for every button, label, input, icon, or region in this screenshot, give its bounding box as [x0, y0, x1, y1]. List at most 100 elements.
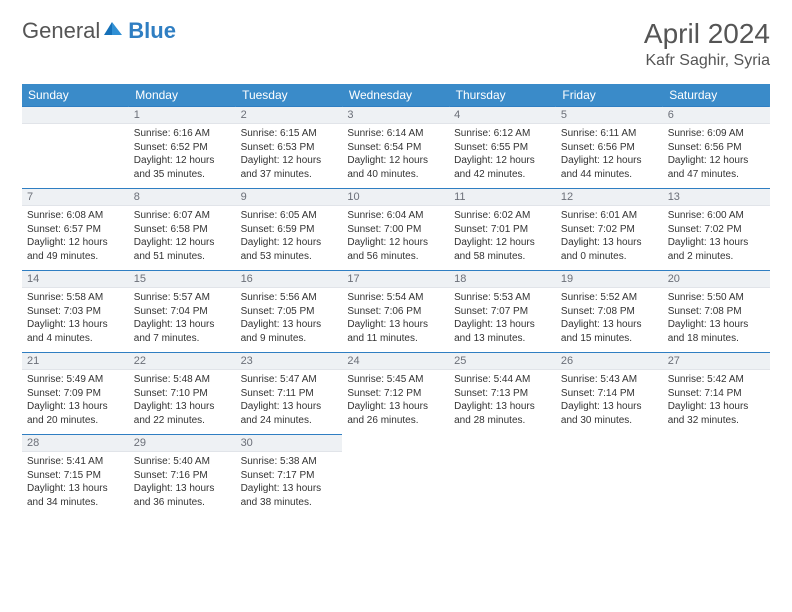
col-tuesday: Tuesday	[236, 84, 343, 107]
day-details: Sunrise: 5:58 AMSunset: 7:03 PMDaylight:…	[22, 288, 129, 350]
sunrise-text: Sunrise: 5:58 AM	[27, 291, 124, 305]
day-details: Sunrise: 5:47 AMSunset: 7:11 PMDaylight:…	[236, 370, 343, 432]
calendar-day-cell: 28Sunrise: 5:41 AMSunset: 7:15 PMDayligh…	[22, 435, 129, 517]
day-number: 28	[22, 435, 129, 452]
sunrise-text: Sunrise: 6:14 AM	[347, 127, 444, 141]
calendar-week-row: 14Sunrise: 5:58 AMSunset: 7:03 PMDayligh…	[22, 271, 770, 353]
calendar-day-cell: 6Sunrise: 6:09 AMSunset: 6:56 PMDaylight…	[663, 107, 770, 189]
day-details: Sunrise: 5:56 AMSunset: 7:05 PMDaylight:…	[236, 288, 343, 350]
col-saturday: Saturday	[663, 84, 770, 107]
sunset-text: Sunset: 7:13 PM	[454, 387, 551, 401]
day-details: Sunrise: 5:43 AMSunset: 7:14 PMDaylight:…	[556, 370, 663, 432]
calendar-day-cell: 10Sunrise: 6:04 AMSunset: 7:00 PMDayligh…	[342, 189, 449, 271]
daylight-text: Daylight: 12 hours and 49 minutes.	[27, 236, 124, 263]
daylight-text: Daylight: 13 hours and 38 minutes.	[241, 482, 338, 509]
day-details: Sunrise: 5:53 AMSunset: 7:07 PMDaylight:…	[449, 288, 556, 350]
sunrise-text: Sunrise: 6:15 AM	[241, 127, 338, 141]
calendar-day-cell	[663, 435, 770, 517]
sunset-text: Sunset: 7:16 PM	[134, 469, 231, 483]
calendar-day-cell: 14Sunrise: 5:58 AMSunset: 7:03 PMDayligh…	[22, 271, 129, 353]
day-details: Sunrise: 6:09 AMSunset: 6:56 PMDaylight:…	[663, 124, 770, 186]
day-details: Sunrise: 6:16 AMSunset: 6:52 PMDaylight:…	[129, 124, 236, 186]
day-details: Sunrise: 5:42 AMSunset: 7:14 PMDaylight:…	[663, 370, 770, 432]
day-details: Sunrise: 5:49 AMSunset: 7:09 PMDaylight:…	[22, 370, 129, 432]
sunset-text: Sunset: 7:02 PM	[668, 223, 765, 237]
day-number: 21	[22, 353, 129, 370]
daylight-text: Daylight: 12 hours and 58 minutes.	[454, 236, 551, 263]
day-details: Sunrise: 5:52 AMSunset: 7:08 PMDaylight:…	[556, 288, 663, 350]
day-number: 24	[342, 353, 449, 370]
day-details: Sunrise: 6:08 AMSunset: 6:57 PMDaylight:…	[22, 206, 129, 268]
calendar-week-row: 21Sunrise: 5:49 AMSunset: 7:09 PMDayligh…	[22, 353, 770, 435]
logo-text-blue: Blue	[128, 18, 176, 44]
calendar-day-cell: 27Sunrise: 5:42 AMSunset: 7:14 PMDayligh…	[663, 353, 770, 435]
sunset-text: Sunset: 6:52 PM	[134, 141, 231, 155]
calendar-day-cell: 4Sunrise: 6:12 AMSunset: 6:55 PMDaylight…	[449, 107, 556, 189]
calendar-day-cell	[449, 435, 556, 517]
calendar-day-cell: 15Sunrise: 5:57 AMSunset: 7:04 PMDayligh…	[129, 271, 236, 353]
calendar-day-cell: 1Sunrise: 6:16 AMSunset: 6:52 PMDaylight…	[129, 107, 236, 189]
calendar-day-cell: 24Sunrise: 5:45 AMSunset: 7:12 PMDayligh…	[342, 353, 449, 435]
day-number: 4	[449, 107, 556, 124]
sunset-text: Sunset: 7:08 PM	[668, 305, 765, 319]
sunset-text: Sunset: 7:06 PM	[347, 305, 444, 319]
sunrise-text: Sunrise: 5:38 AM	[241, 455, 338, 469]
sunset-text: Sunset: 7:10 PM	[134, 387, 231, 401]
sunset-text: Sunset: 6:53 PM	[241, 141, 338, 155]
day-number: 18	[449, 271, 556, 288]
sunrise-text: Sunrise: 5:44 AM	[454, 373, 551, 387]
day-details: Sunrise: 5:48 AMSunset: 7:10 PMDaylight:…	[129, 370, 236, 432]
calendar-day-cell: 2Sunrise: 6:15 AMSunset: 6:53 PMDaylight…	[236, 107, 343, 189]
sunset-text: Sunset: 7:05 PM	[241, 305, 338, 319]
day-number: 14	[22, 271, 129, 288]
day-number: 19	[556, 271, 663, 288]
day-number: 3	[342, 107, 449, 124]
logo-triangle-icon	[102, 19, 124, 44]
sunrise-text: Sunrise: 6:07 AM	[134, 209, 231, 223]
sunrise-text: Sunrise: 5:41 AM	[27, 455, 124, 469]
day-number: 15	[129, 271, 236, 288]
calendar-day-cell: 16Sunrise: 5:56 AMSunset: 7:05 PMDayligh…	[236, 271, 343, 353]
calendar-day-cell: 12Sunrise: 6:01 AMSunset: 7:02 PMDayligh…	[556, 189, 663, 271]
daylight-text: Daylight: 13 hours and 15 minutes.	[561, 318, 658, 345]
calendar-day-cell: 29Sunrise: 5:40 AMSunset: 7:16 PMDayligh…	[129, 435, 236, 517]
sunset-text: Sunset: 6:59 PM	[241, 223, 338, 237]
daylight-text: Daylight: 12 hours and 37 minutes.	[241, 154, 338, 181]
day-details: Sunrise: 6:14 AMSunset: 6:54 PMDaylight:…	[342, 124, 449, 186]
day-number: 27	[663, 353, 770, 370]
sunrise-text: Sunrise: 6:11 AM	[561, 127, 658, 141]
sunrise-text: Sunrise: 5:48 AM	[134, 373, 231, 387]
calendar-day-cell	[556, 435, 663, 517]
daylight-text: Daylight: 13 hours and 34 minutes.	[27, 482, 124, 509]
day-details: Sunrise: 6:01 AMSunset: 7:02 PMDaylight:…	[556, 206, 663, 268]
sunset-text: Sunset: 7:08 PM	[561, 305, 658, 319]
sunset-text: Sunset: 6:57 PM	[27, 223, 124, 237]
sunrise-text: Sunrise: 5:57 AM	[134, 291, 231, 305]
daylight-text: Daylight: 13 hours and 36 minutes.	[134, 482, 231, 509]
daylight-text: Daylight: 13 hours and 26 minutes.	[347, 400, 444, 427]
calendar-header-row: Sunday Monday Tuesday Wednesday Thursday…	[22, 84, 770, 107]
sunrise-text: Sunrise: 5:56 AM	[241, 291, 338, 305]
calendar-day-cell: 19Sunrise: 5:52 AMSunset: 7:08 PMDayligh…	[556, 271, 663, 353]
day-details: Sunrise: 6:02 AMSunset: 7:01 PMDaylight:…	[449, 206, 556, 268]
day-details: Sunrise: 6:15 AMSunset: 6:53 PMDaylight:…	[236, 124, 343, 186]
calendar-week-row: 1Sunrise: 6:16 AMSunset: 6:52 PMDaylight…	[22, 107, 770, 189]
day-number: 22	[129, 353, 236, 370]
location-label: Kafr Saghir, Syria	[644, 52, 770, 70]
title-block: April 2024 Kafr Saghir, Syria	[644, 18, 770, 70]
sunrise-text: Sunrise: 6:16 AM	[134, 127, 231, 141]
day-number: 1	[129, 107, 236, 124]
sunrise-text: Sunrise: 6:02 AM	[454, 209, 551, 223]
col-wednesday: Wednesday	[342, 84, 449, 107]
calendar-day-cell: 3Sunrise: 6:14 AMSunset: 6:54 PMDaylight…	[342, 107, 449, 189]
calendar-day-cell: 18Sunrise: 5:53 AMSunset: 7:07 PMDayligh…	[449, 271, 556, 353]
daylight-text: Daylight: 12 hours and 51 minutes.	[134, 236, 231, 263]
calendar-day-cell: 22Sunrise: 5:48 AMSunset: 7:10 PMDayligh…	[129, 353, 236, 435]
calendar-day-cell: 7Sunrise: 6:08 AMSunset: 6:57 PMDaylight…	[22, 189, 129, 271]
day-number: 23	[236, 353, 343, 370]
day-number: 11	[449, 189, 556, 206]
day-number: 10	[342, 189, 449, 206]
sunset-text: Sunset: 6:56 PM	[668, 141, 765, 155]
day-details: Sunrise: 5:38 AMSunset: 7:17 PMDaylight:…	[236, 452, 343, 514]
sunrise-text: Sunrise: 5:42 AM	[668, 373, 765, 387]
